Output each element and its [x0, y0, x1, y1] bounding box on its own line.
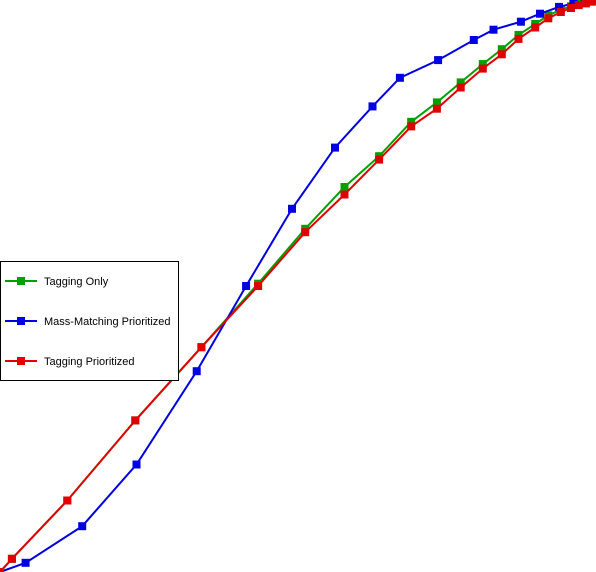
data-point-mass-matching-prioritized — [536, 9, 544, 18]
data-point-tagging-prioritized — [254, 282, 263, 290]
data-point-mass-matching-prioritized — [489, 25, 498, 34]
legend-marker-tagging-prioritized — [17, 357, 25, 365]
data-point-tagging-prioritized — [544, 14, 553, 23]
data-point-tagging-prioritized — [567, 4, 575, 12]
legend-entry-tagging-only: Tagging Only — [5, 276, 109, 288]
data-point-mass-matching-prioritized — [434, 56, 443, 65]
data-point-tagging-only — [497, 45, 506, 54]
data-point-tagging-prioritized — [407, 122, 416, 131]
data-point-tagging-prioritized — [375, 155, 384, 164]
legend-marker-mass-matching-prioritized — [17, 317, 25, 325]
data-point-mass-matching-prioritized — [132, 460, 141, 469]
data-point-tagging-only — [478, 60, 487, 69]
data-point-tagging-prioritized — [63, 496, 72, 505]
legend-entry-mass-matching-prioritized: Mass-Matching Prioritized — [5, 316, 171, 328]
data-point-tagging-prioritized — [7, 554, 16, 563]
data-point-tagging-prioritized — [197, 343, 206, 352]
data-point-mass-matching-prioritized — [78, 522, 87, 531]
data-point-tagging-prioritized — [456, 83, 465, 92]
legend-label-tagging-only: Tagging Only — [44, 276, 109, 288]
data-point-mass-matching-prioritized — [555, 2, 563, 11]
data-point-tagging-prioritized — [514, 34, 523, 43]
data-point-mass-matching-prioritized — [469, 36, 478, 44]
data-point-tagging-prioritized — [592, 0, 596, 4]
data-point-tagging-prioritized — [340, 190, 349, 199]
legend-entry-tagging-prioritized: Tagging Prioritized — [5, 356, 135, 368]
data-point-tagging-only — [407, 117, 416, 126]
data-point-tagging-prioritized — [531, 23, 540, 32]
data-point-tagging-only — [432, 98, 441, 107]
data-point-mass-matching-prioritized — [242, 282, 251, 290]
data-point-mass-matching-prioritized — [368, 102, 377, 111]
legend-marker-tagging-only — [17, 277, 25, 285]
data-point-tagging-prioritized — [556, 8, 565, 16]
data-point-mass-matching-prioritized — [331, 143, 339, 152]
data-point-tagging-prioritized — [0, 568, 4, 572]
data-point-tagging-only — [456, 78, 465, 87]
data-point-tagging-only — [340, 183, 349, 191]
data-point-mass-matching-prioritized — [395, 73, 404, 82]
data-point-tagging-prioritized — [581, 0, 590, 8]
data-point-tagging-prioritized — [497, 50, 506, 59]
legend-label-mass-matching-prioritized: Mass-Matching Prioritized — [44, 316, 171, 328]
data-point-mass-matching-prioritized — [516, 17, 525, 26]
legend: Tagging Only Mass-Matching Prioritized T… — [0, 261, 179, 381]
data-point-tagging-prioritized — [301, 228, 310, 237]
data-point-tagging-prioritized — [478, 64, 487, 73]
data-point-tagging-prioritized — [432, 104, 441, 113]
data-point-mass-matching-prioritized — [192, 367, 201, 376]
data-point-tagging-prioritized — [574, 1, 583, 10]
data-point-tagging-prioritized — [131, 416, 140, 425]
data-point-mass-matching-prioritized — [569, 0, 578, 8]
data-point-tagging-prioritized — [587, 0, 596, 6]
legend-label-tagging-prioritized: Tagging Prioritized — [44, 356, 135, 368]
data-point-mass-matching-prioritized — [288, 204, 296, 213]
data-point-mass-matching-prioritized — [21, 558, 30, 567]
